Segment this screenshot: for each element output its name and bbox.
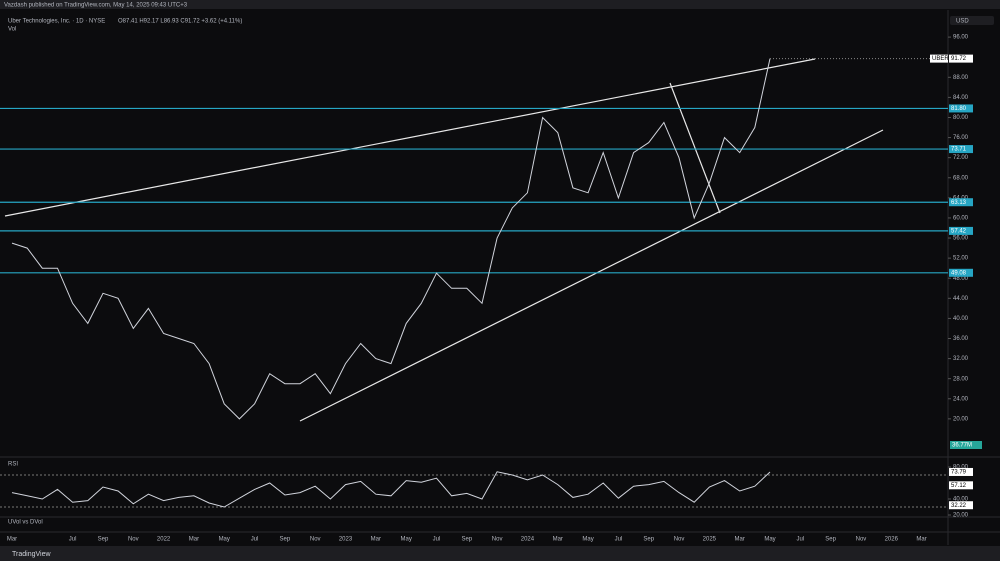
y-tick-label: 88.00	[953, 75, 969, 81]
level-tag	[949, 268, 973, 277]
price-line	[11, 58, 771, 420]
y-tick-label: 80.00	[953, 115, 969, 121]
y-tick-label: 36.00	[953, 336, 969, 342]
x-tick-label: Sep	[280, 537, 291, 543]
level-label: 49.08	[951, 270, 967, 276]
y-tick-label: 40.00	[953, 497, 969, 503]
x-tick-label: Mar	[553, 537, 563, 543]
level-label: 57.42	[951, 228, 967, 234]
x-tick-label: May	[400, 537, 411, 543]
x-tick-label: Jul	[796, 537, 804, 543]
footer-bar	[0, 546, 1000, 561]
header-bar	[0, 0, 1000, 9]
y-tick-label: 44.00	[953, 296, 969, 302]
y-tick-label: 72.00	[953, 155, 969, 161]
y-tick-label: 84.00	[953, 95, 969, 101]
rsi-tag-label: 73.79	[951, 470, 967, 476]
x-tick-label: Sep	[98, 537, 109, 543]
volume-tag	[950, 441, 982, 449]
x-tick-label: Jul	[69, 537, 77, 543]
publisher: Vazdash published on TradingView.com, Ma…	[4, 3, 188, 9]
rsi-tag	[949, 501, 973, 510]
level-label: 63.13	[951, 200, 967, 206]
price-line	[11, 471, 771, 508]
x-tick-label: Jul	[433, 537, 441, 543]
level-tag	[949, 198, 973, 207]
x-tick-label: 2024	[521, 537, 535, 543]
y-tick-label: 96.00	[953, 35, 969, 41]
drawn-line	[669, 82, 721, 214]
level-label: 73.71	[951, 147, 967, 153]
y-tick-label: 20.00	[953, 416, 969, 422]
x-tick-label: May	[764, 537, 775, 543]
x-tick-label: Mar	[189, 537, 199, 543]
y-tick-label: 32.00	[953, 356, 969, 362]
footer: TradingView	[12, 551, 51, 558]
legend-name: UBER	[932, 56, 949, 62]
x-tick-label: Mar	[735, 537, 745, 543]
x-tick-label: Nov	[128, 537, 139, 543]
rsi-tag-label: 32.22	[951, 503, 967, 509]
x-tick-label: Mar	[371, 537, 381, 543]
level-tag	[949, 226, 973, 235]
y-tick-label: 40.00	[953, 316, 969, 322]
x-tick-label: 2026	[885, 537, 899, 543]
y-tick-label: 76.00	[953, 135, 969, 141]
price-label: 91.72	[951, 56, 967, 62]
x-tick-label: 2025	[703, 537, 717, 543]
y-tick-label: 60.00	[953, 216, 969, 222]
x-tick-label: Mar	[7, 537, 17, 543]
x-tick-label: May	[582, 537, 593, 543]
x-tick-label: Mar	[916, 537, 926, 543]
y-tick-label: 48.00	[953, 276, 969, 282]
y-tick-label: 24.00	[953, 396, 969, 402]
rsi-tag	[949, 467, 973, 476]
x-tick-label: 2022	[157, 537, 171, 543]
rsi-tag-label: 57.12	[951, 483, 967, 489]
x-tick-label: Sep	[461, 537, 472, 543]
upper-trendline	[4, 58, 816, 217]
lower-trendline	[299, 129, 884, 422]
ohlc: O87.41 H92.17 L86.93 C91.72 +3.62 (+4.11…	[118, 19, 242, 25]
y-tick-label: 68.00	[953, 175, 969, 181]
y-tick-label: 28.00	[953, 376, 969, 382]
x-tick-label: Sep	[643, 537, 654, 543]
x-tick-label: Jul	[251, 537, 259, 543]
rsi-tag	[949, 481, 973, 490]
indicator-label: UVol vs DVol	[8, 520, 43, 526]
rsi-label: RSI	[8, 462, 18, 468]
symbol-title: Uber Technologies, Inc. · 1D · NYSE	[8, 19, 105, 25]
currency: USD	[956, 19, 969, 25]
x-tick-label: Jul	[615, 537, 623, 543]
x-tick-label: Nov	[674, 537, 685, 543]
x-tick-label: Nov	[310, 537, 321, 543]
x-tick-label: Nov	[856, 537, 867, 543]
y-tick-label: 56.00	[953, 236, 969, 242]
y-tick-label: 20.00	[953, 513, 969, 519]
vol-label: Vol	[8, 27, 16, 33]
currency-box	[950, 16, 994, 25]
x-tick-label: Nov	[492, 537, 503, 543]
y-tick-label: 52.00	[953, 256, 969, 262]
x-tick-label: 2023	[339, 537, 353, 543]
price-tag	[949, 54, 973, 63]
level-tag	[949, 145, 973, 154]
volume-value: 36.77M	[952, 443, 972, 449]
level-tag	[949, 104, 973, 113]
name-tag	[930, 54, 948, 63]
y-tick-label: 80.00	[953, 465, 969, 471]
level-label: 81.80	[951, 106, 967, 112]
x-tick-label: Sep	[825, 537, 836, 543]
x-tick-label: May	[219, 537, 230, 543]
